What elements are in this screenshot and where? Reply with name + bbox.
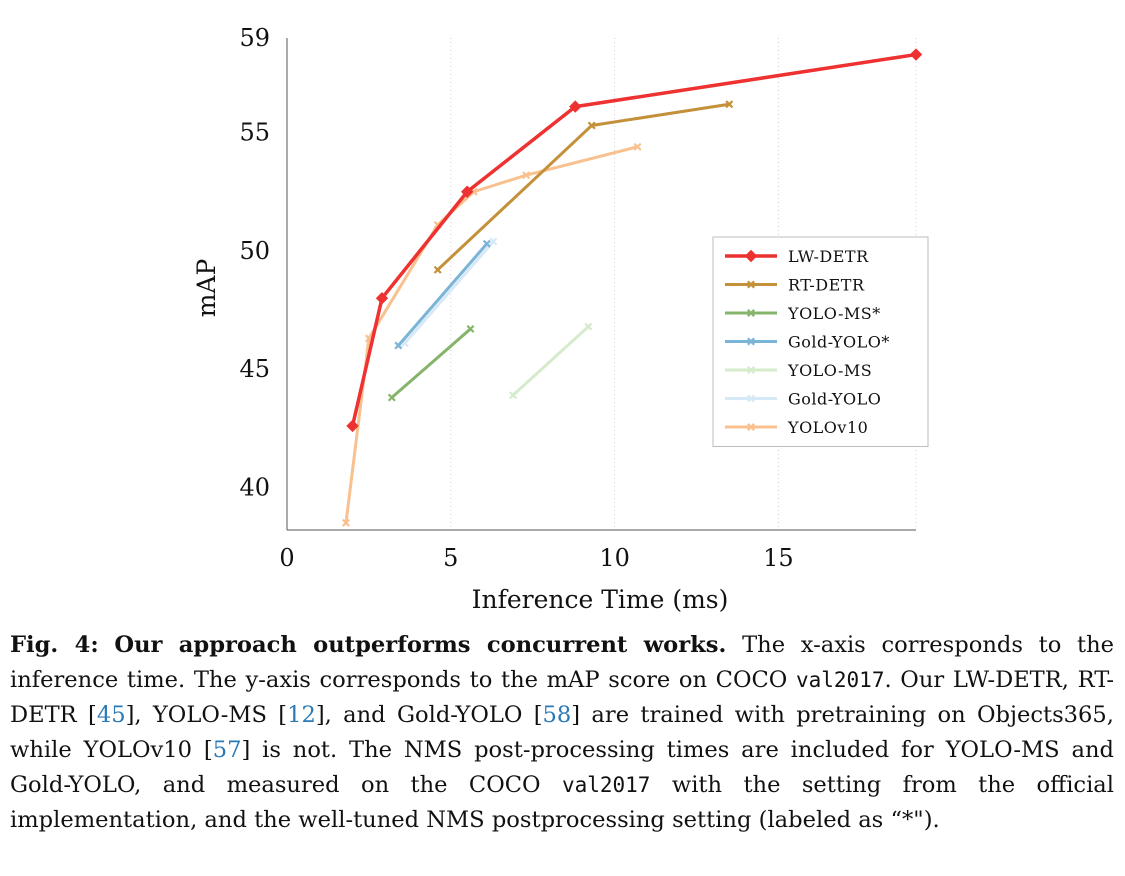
legend-entry: YOLO-MS*: [725, 304, 881, 323]
data-point: [387, 393, 396, 402]
citation-link[interactable]: 57: [212, 737, 242, 763]
y-tick-label: 59: [239, 24, 270, 52]
series-line: [436, 102, 731, 272]
data-point: [375, 291, 389, 305]
data-point: [569, 100, 582, 113]
legend-label: YOLOv10: [787, 418, 868, 437]
y-tick-label: 50: [239, 237, 270, 265]
legend-label: YOLO-MS*: [787, 304, 881, 323]
data-point: [587, 121, 596, 130]
legend-entry: Gold-YOLO: [725, 390, 881, 409]
data-point: [489, 237, 498, 246]
legend: LW-DETR RT-DETR YOLO-MS* Gold-YOLO* YOLO-MS G…: [712, 236, 929, 447]
data-point: [747, 394, 755, 403]
data-point: [466, 324, 475, 333]
series-yolo-ms: [509, 322, 593, 400]
legend-label: RT-DETR: [788, 276, 865, 295]
series-line: [396, 242, 489, 347]
y-axis-label: mAP: [192, 259, 221, 318]
x-axis-label: Inference Time (ms): [472, 585, 729, 614]
data-point: [725, 100, 734, 109]
data-point: [394, 341, 403, 350]
data-point: [747, 309, 755, 317]
caption-title: Our approach outperforms concurrent work…: [114, 632, 727, 658]
caption-code: val2017: [561, 773, 651, 797]
x-tick-label: 5: [443, 544, 458, 572]
data-point: [482, 239, 491, 248]
caption-text: ], YOLO-MS [: [125, 702, 288, 728]
data-point: [522, 171, 531, 180]
legend-label: Gold-YOLO: [788, 390, 881, 409]
data-point: [747, 423, 755, 431]
data-point: [744, 249, 758, 263]
data-point: [747, 337, 755, 346]
legend-entry: RT-DETR: [725, 276, 865, 295]
data-point: [584, 322, 593, 331]
series-yolo-ms-: [387, 324, 475, 402]
data-point: [747, 366, 755, 374]
y-tick-label: 45: [239, 355, 270, 383]
series-lw-detr: [346, 48, 923, 433]
axes: [286, 38, 916, 531]
data-point: [341, 518, 350, 527]
data-point: [909, 48, 923, 61]
caption-text: . Our LW-DETR, RT-DETR [: [10, 667, 1114, 728]
x-tick-label: 0: [279, 544, 294, 572]
tick-labels: 0 5 10 15 59 55 50 45 40: [239, 24, 793, 572]
figure-label: Fig. 4:: [10, 632, 99, 658]
legend-entry: YOLOv10: [725, 418, 868, 437]
legend-label: LW-DETR: [788, 247, 869, 266]
legend-entry: YOLO-MS: [725, 361, 872, 380]
caption-text: ] are trained with pretraining on Object…: [10, 702, 1114, 763]
citation-link[interactable]: 45: [96, 702, 126, 728]
caption-text: ] is not. The NMS post-processing times …: [10, 737, 1114, 798]
data-point: [433, 265, 442, 274]
x-tick-label: 10: [599, 544, 630, 572]
citation-link[interactable]: 58: [542, 702, 572, 728]
series-line: [390, 327, 472, 400]
series-line: [511, 325, 590, 397]
series-gold-yolo-: [394, 239, 491, 350]
legend-label: Gold-YOLO*: [788, 333, 890, 352]
chart-area: 0 5 10 15 59 55 50 45 40 Inference Time (ms) mAP…: [192, 24, 929, 614]
data-point: [346, 419, 359, 433]
series-group: [341, 48, 923, 527]
y-tick-label: 55: [239, 119, 270, 147]
series-line: [344, 145, 640, 525]
data-point: [633, 142, 642, 151]
legend-entry: Gold-YOLO*: [725, 333, 890, 352]
x-tick-label: 15: [763, 544, 794, 572]
series-rt-detr: [433, 100, 734, 274]
data-point: [509, 391, 518, 400]
legend-label: YOLO-MS: [787, 361, 872, 380]
citation-link[interactable]: 12: [287, 702, 316, 728]
series-yolov10: [341, 142, 642, 527]
legend-entry: LW-DETR: [725, 247, 869, 266]
caption-code: val2017: [795, 668, 885, 692]
line-chart: 0 5 10 15 59 55 50 45 40 Inference Time (ms) mAP…: [192, 24, 929, 614]
caption-text: ], and Gold-YOLO [: [315, 702, 543, 728]
data-point: [747, 280, 755, 289]
series-line: [403, 239, 495, 345]
data-point: [460, 185, 474, 198]
caption-text: The x-axis corresponds to the inference …: [10, 632, 1114, 693]
y-tick-label: 40: [239, 473, 270, 501]
figure-caption: Fig. 4: Our approach outperforms concurr…: [10, 628, 1114, 838]
caption-text: with the setting from the official imple…: [10, 772, 1115, 833]
